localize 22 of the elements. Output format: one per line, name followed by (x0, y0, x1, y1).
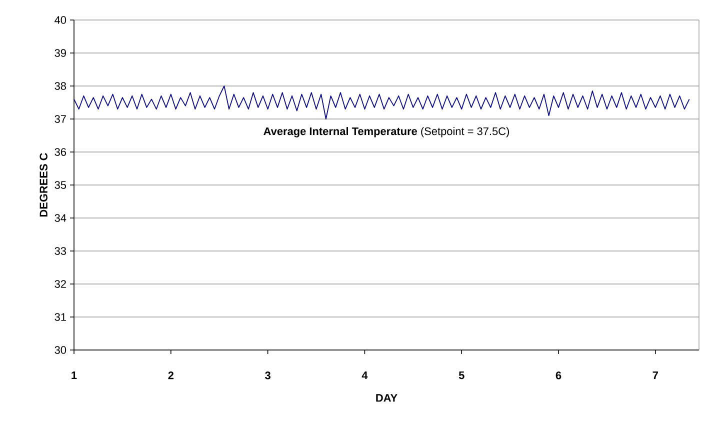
y-tick-label: 30 (54, 346, 66, 354)
x-tick-label: 5 (458, 372, 464, 380)
y-tick-label: 38 (54, 82, 66, 90)
y-tick-label: 39 (54, 49, 66, 57)
y-tick-label: 34 (54, 214, 66, 222)
x-tick-label: 2 (168, 372, 174, 380)
y-axis-title: DEGREES C (40, 153, 48, 217)
y-tick-label: 33 (54, 247, 66, 255)
x-tick-label: 4 (362, 372, 368, 380)
x-tick-label: 6 (556, 372, 562, 380)
line-series (74, 86, 690, 120)
x-tick-label: 7 (652, 372, 658, 380)
annotation: Average Internal Temperature (Setpoint = 37.5C) (264, 127, 509, 138)
y-tick-label: 35 (54, 181, 66, 189)
y-tick-label: 32 (54, 280, 66, 288)
y-tick-label: 36 (54, 148, 66, 156)
y-tick-label: 37 (54, 115, 66, 123)
y-tick-label: 40 (54, 16, 66, 24)
x-axis-title: DAY (376, 394, 398, 402)
x-tick-label: 1 (72, 372, 77, 380)
y-tick-label: 31 (54, 313, 66, 321)
x-tick-label: 3 (265, 372, 270, 380)
